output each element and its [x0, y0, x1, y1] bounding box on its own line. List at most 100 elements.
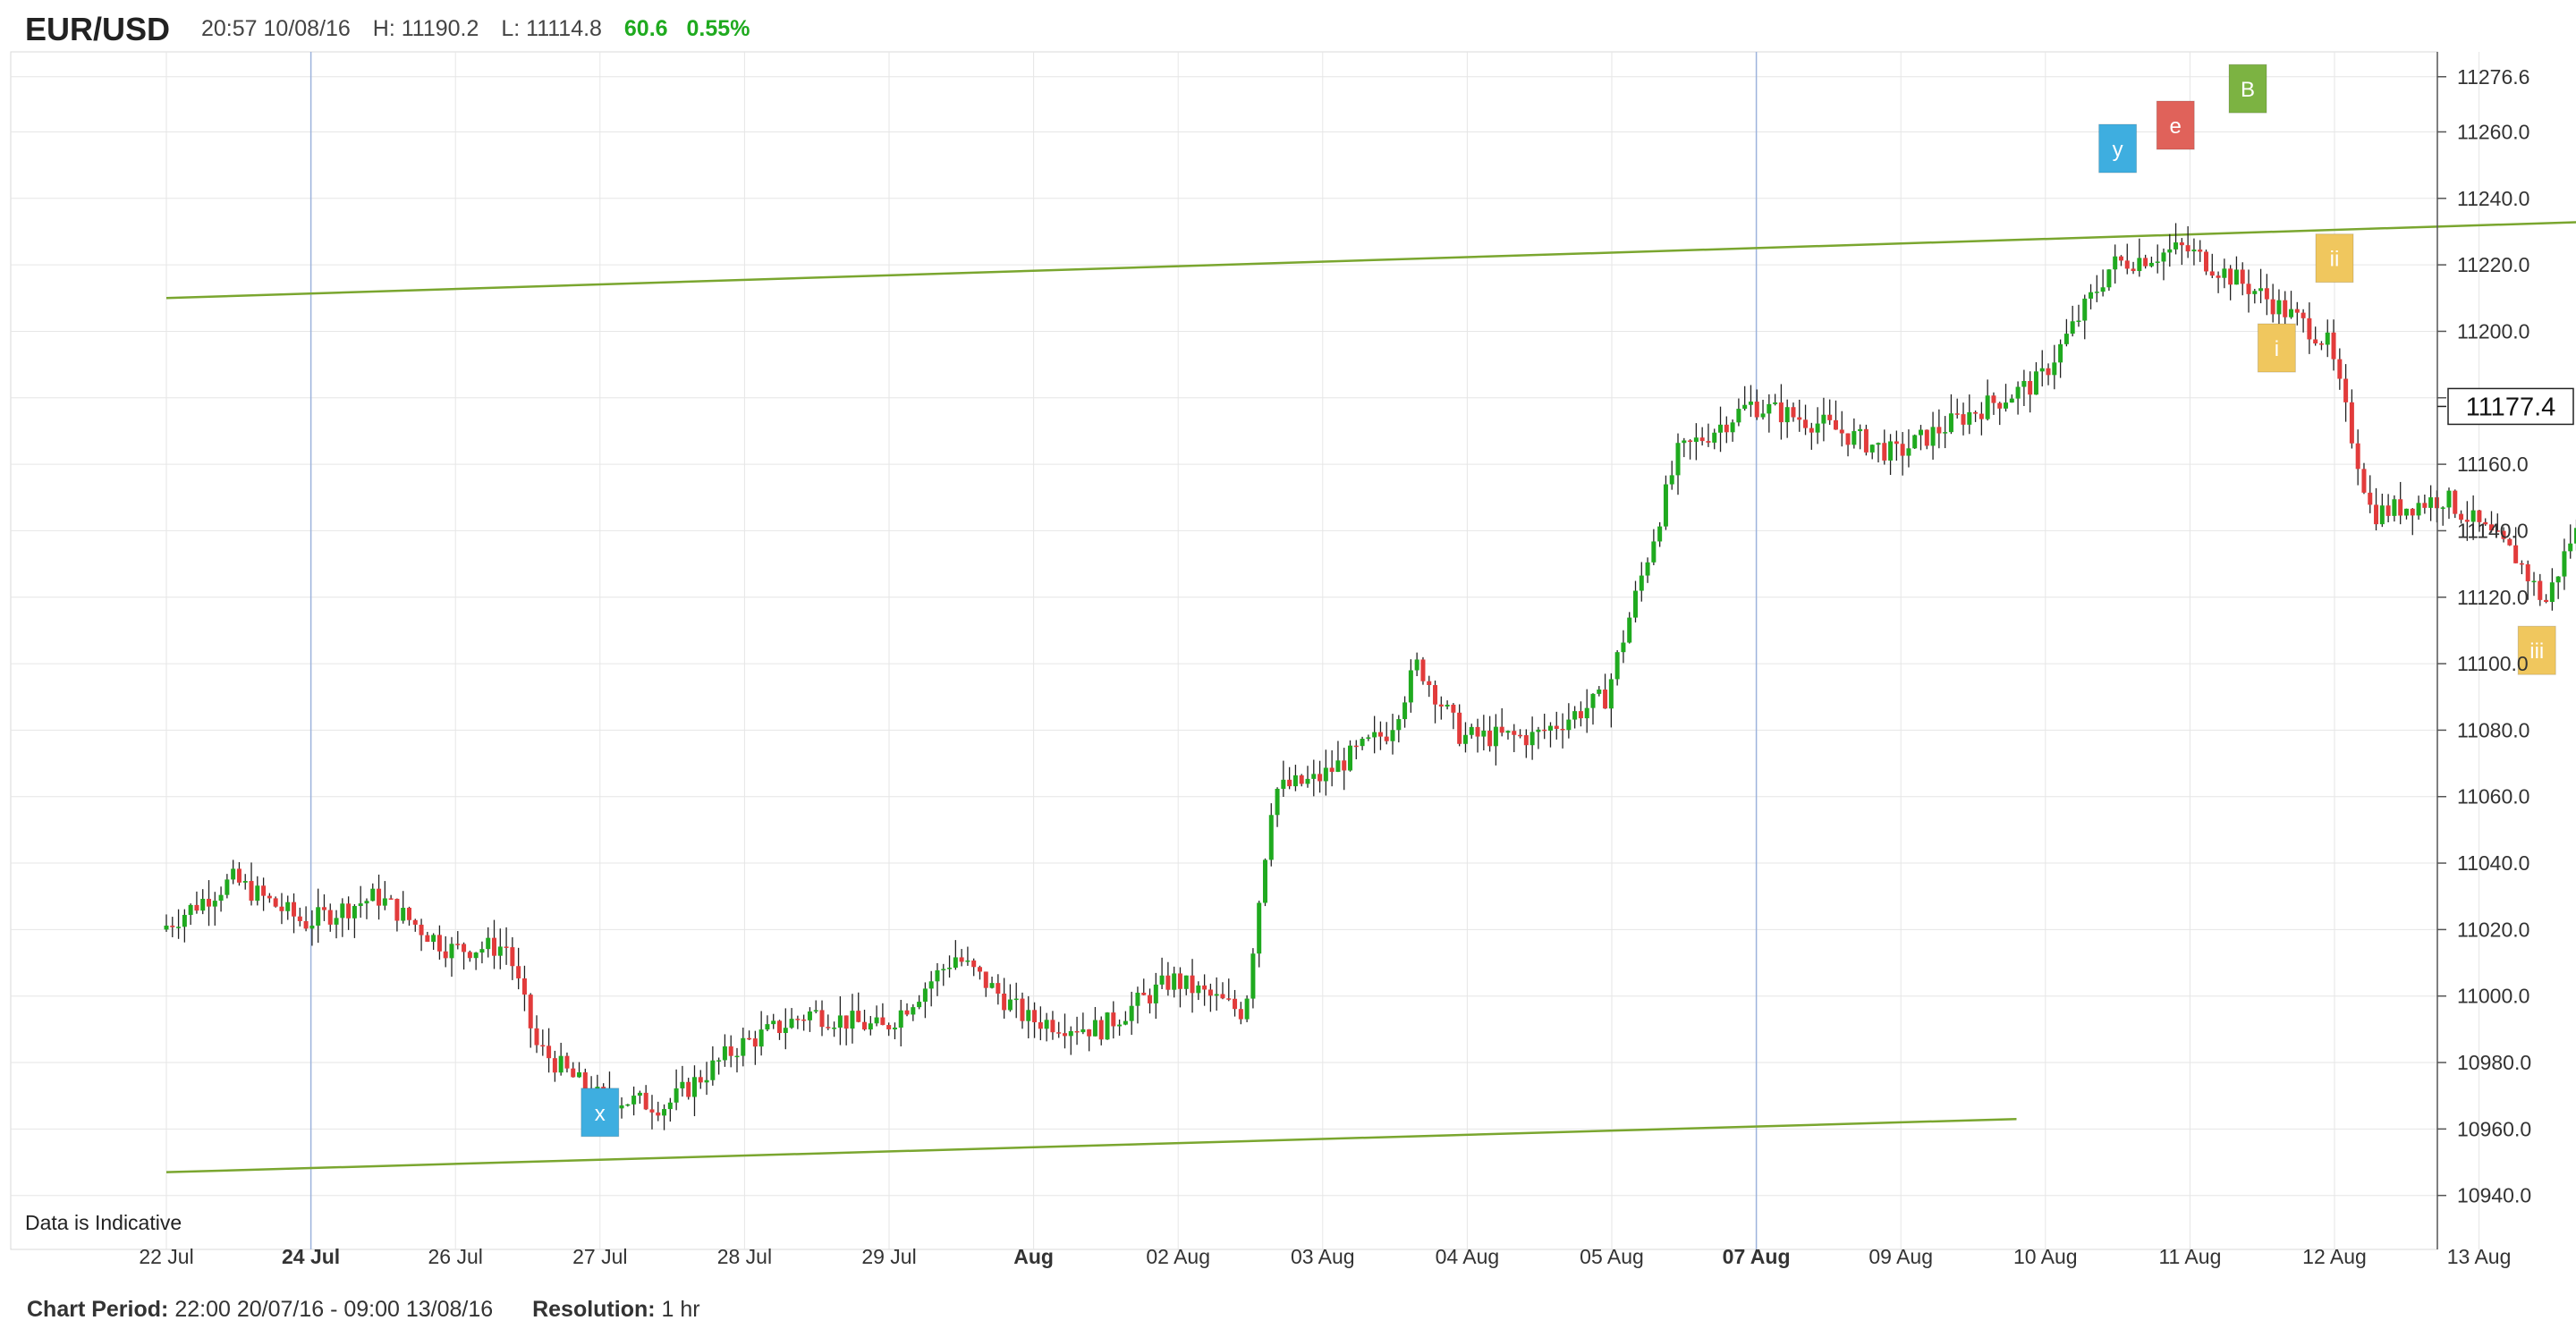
candle-body [1948, 413, 1953, 433]
price-tick-label: 10960.0 [2457, 1117, 2531, 1140]
candle-body [2283, 300, 2288, 317]
candle-body [2416, 503, 2421, 516]
candle-body [279, 906, 284, 911]
candle-body [1105, 1012, 1110, 1040]
candle-body [813, 1010, 818, 1012]
candle-body [1348, 745, 1353, 771]
candle-body [2143, 258, 2148, 267]
candle-body [1518, 734, 1523, 737]
price-tick-label: 11220.0 [2457, 253, 2529, 276]
candle-body [394, 899, 400, 921]
candle-body [207, 899, 212, 907]
candle-body [734, 1055, 740, 1058]
candle-body [1961, 414, 1966, 425]
candle-body [898, 1010, 903, 1028]
candle-body [1372, 732, 1377, 738]
candle-body [2325, 332, 2330, 345]
candle-body [1797, 417, 1802, 420]
candle-body [1767, 403, 1772, 414]
candle-body [2453, 490, 2458, 514]
candle-body [1688, 440, 1693, 443]
candle-body [2161, 252, 2166, 262]
candle-body [2046, 368, 2051, 376]
candle-body [758, 1029, 764, 1047]
time-tick-label: 12 Aug [2302, 1245, 2367, 1268]
candle-body [1742, 404, 1748, 410]
wave-label-box [2517, 625, 2556, 675]
candle-body [710, 1060, 716, 1080]
candle-body [783, 1028, 788, 1034]
candle-body [1196, 985, 1201, 994]
candle-body [2252, 291, 2258, 294]
candle-body [631, 1096, 637, 1105]
price-chart[interactable]: xyeBiiiiiiivv1abc2 11276.611260.011240.0… [0, 0, 2576, 1279]
candle-body [2113, 256, 2118, 270]
candle-body [340, 903, 345, 918]
candle-body [862, 1021, 868, 1030]
candle-body [686, 1081, 691, 1097]
candle-body [2167, 249, 2173, 253]
symbol-title: EUR/USD [25, 11, 171, 47]
candle-body [1457, 712, 1462, 744]
candle-body [850, 1011, 855, 1029]
candle-body [358, 903, 363, 907]
candle-body [2531, 580, 2537, 583]
candle-body [382, 898, 387, 906]
candle-body [504, 946, 509, 948]
time-tick-label: 26 Jul [428, 1245, 483, 1268]
candle-body [170, 925, 175, 927]
candle-body [728, 1046, 733, 1056]
candle-body [267, 895, 272, 899]
candle-body [819, 1010, 825, 1028]
candle-body [868, 1023, 873, 1030]
candle-body [1487, 730, 1493, 747]
candle-body [1919, 429, 1924, 436]
candle-body [843, 1015, 849, 1029]
candle-body [1530, 732, 1535, 746]
candle-body [1682, 440, 1687, 444]
candle-body [698, 1077, 703, 1083]
candle-body [716, 1060, 722, 1062]
candle-body [667, 1102, 673, 1110]
candle-body [255, 885, 260, 902]
candle-body [1858, 428, 1863, 432]
candle-body [856, 1011, 861, 1022]
wave-label: e [2170, 114, 2182, 139]
candle-body [2179, 242, 2184, 246]
candle-body [1190, 975, 1195, 994]
candle-body [1402, 702, 1408, 720]
candle-body [2070, 321, 2075, 334]
candle-body [1026, 1010, 1031, 1021]
candle-body [249, 881, 254, 902]
candle-body [2368, 492, 2373, 505]
candle-body [2403, 508, 2409, 516]
candle-body [1608, 679, 1614, 709]
candle-body [1894, 441, 1899, 444]
candle-body [1760, 413, 1766, 418]
price-tick-label: 11020.0 [2457, 918, 2529, 941]
candle-body [2174, 242, 2179, 250]
candle-body [1244, 998, 1250, 1020]
candle-body [2058, 343, 2063, 363]
candle-body [649, 1109, 655, 1113]
candle-body [1318, 774, 1323, 782]
candle-body [200, 899, 206, 911]
current-price-label: 11177.4 [2466, 393, 2556, 421]
candle-body [2549, 582, 2555, 603]
candle-body [1791, 407, 1796, 418]
candle-body [1165, 975, 1171, 990]
candle-body [2544, 599, 2549, 603]
chart-footer: Chart Period: 22:00 20/07/16 - 09:00 13/… [27, 1297, 700, 1323]
candle-body [1257, 902, 1262, 954]
candle-body [771, 1020, 776, 1025]
candle-body [922, 988, 928, 1003]
candle-body [2228, 268, 2233, 285]
candle-body [2574, 528, 2576, 544]
candle-body [261, 885, 267, 896]
candle-body [2028, 381, 2033, 395]
candle-body [1784, 407, 1790, 423]
candle-body [1663, 484, 1668, 527]
candle-body [273, 898, 278, 907]
candle-body [886, 1025, 892, 1029]
candle-body [2198, 250, 2203, 252]
